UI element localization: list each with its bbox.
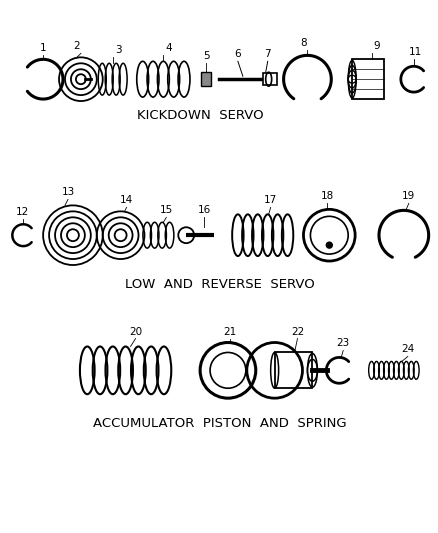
Text: 3: 3	[115, 45, 122, 55]
Circle shape	[325, 242, 332, 248]
Text: KICKDOWN  SERVO: KICKDOWN SERVO	[137, 109, 263, 123]
Text: 13: 13	[61, 188, 74, 197]
Text: 2: 2	[74, 42, 80, 51]
Text: 11: 11	[408, 47, 421, 58]
Text: 14: 14	[120, 196, 133, 205]
Text: LOW  AND  REVERSE  SERVO: LOW AND REVERSE SERVO	[125, 278, 314, 292]
Text: 16: 16	[197, 205, 210, 215]
Bar	[274, 352, 312, 388]
Text: 24: 24	[400, 344, 413, 354]
Text: 1: 1	[40, 43, 46, 53]
Text: 12: 12	[16, 207, 29, 217]
Text: 7: 7	[264, 50, 270, 59]
Text: 22: 22	[290, 327, 304, 336]
Text: 9: 9	[373, 42, 379, 51]
Text: ACCUMULATOR  PISTON  AND  SPRING: ACCUMULATOR PISTON AND SPRING	[93, 417, 346, 431]
Text: 15: 15	[159, 205, 173, 215]
Bar	[262, 73, 276, 85]
Text: 4: 4	[165, 43, 171, 53]
Text: 20: 20	[129, 327, 142, 336]
Text: 8: 8	[300, 38, 306, 49]
Bar	[351, 59, 383, 99]
Text: 23: 23	[336, 338, 349, 349]
Text: 17: 17	[263, 196, 277, 205]
Text: 5: 5	[202, 51, 209, 61]
Bar	[201, 72, 211, 86]
Text: 18: 18	[320, 191, 333, 201]
Text: 6: 6	[234, 50, 240, 59]
Text: 21: 21	[223, 327, 236, 336]
Text: 19: 19	[401, 191, 414, 201]
